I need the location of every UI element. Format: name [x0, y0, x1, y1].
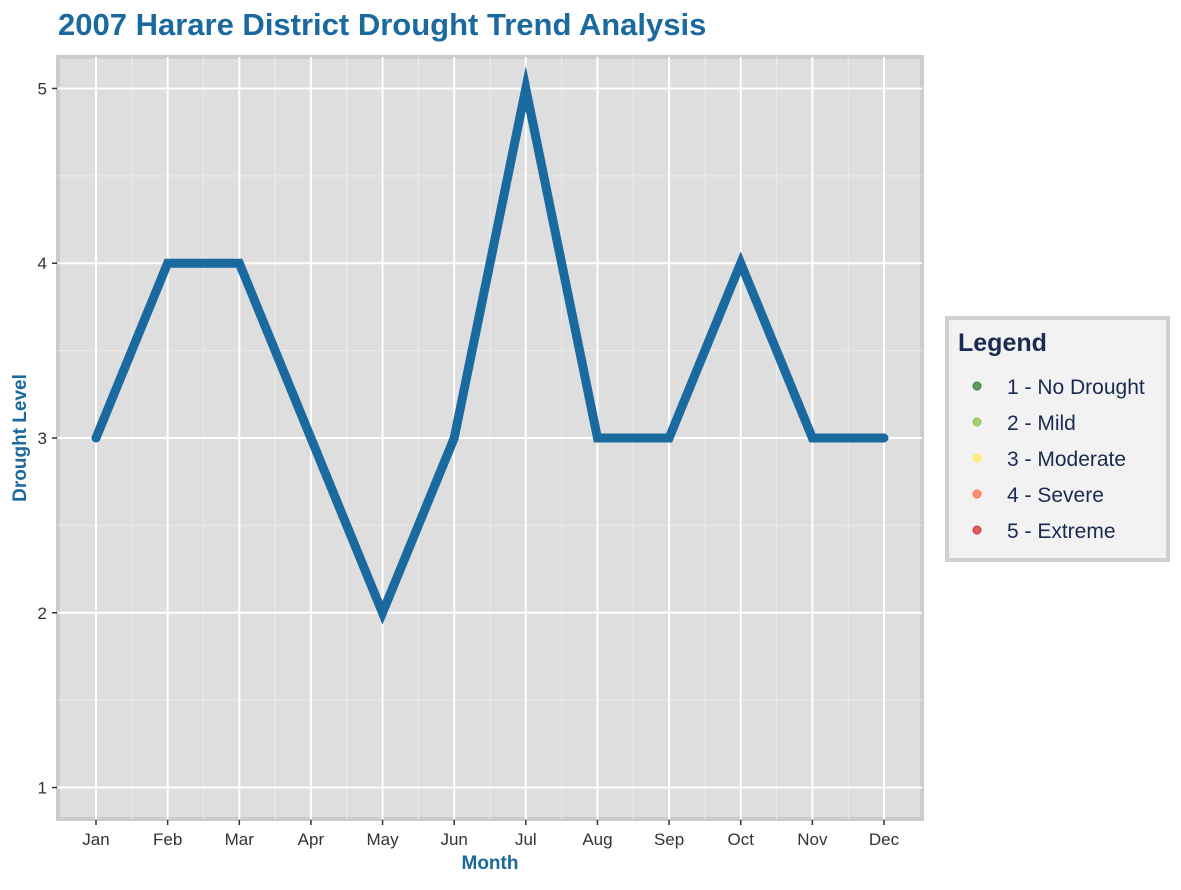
legend-swatch — [972, 489, 982, 499]
legend-box — [945, 316, 1170, 562]
y-tick-label: 5 — [38, 79, 47, 98]
legend-swatch — [972, 381, 982, 391]
legend: Legend 1 - No Drought 2 - Mild 3 - Moderat… — [945, 316, 1170, 562]
x-tick-label: Nov — [797, 830, 828, 849]
y-tick-label: 4 — [38, 254, 47, 273]
x-tick-label: Apr — [298, 830, 325, 849]
x-tick-label: Feb — [153, 830, 182, 849]
legend-label: 5 - Extreme — [1007, 520, 1116, 543]
legend-label: 1 - No Drought — [1007, 376, 1145, 399]
legend-label: 3 - Moderate — [1007, 448, 1126, 471]
series-layer — [91, 66, 889, 625]
legend-swatch — [972, 453, 982, 463]
x-axis-ticks: Jan Feb Mar Apr May Jun Jul Aug Sep Oct Nov Dec — [82, 820, 900, 849]
x-axis-label: Month — [462, 853, 519, 874]
y-tick-label: 3 — [38, 429, 47, 448]
y-axis-ticks: 1 2 3 4 5 — [38, 79, 57, 798]
legend-title: Legend — [958, 329, 1047, 357]
x-tick-label: May — [366, 830, 399, 849]
y-tick-label: 1 — [38, 779, 47, 798]
x-tick-label: Dec — [869, 830, 900, 849]
x-tick-label: Aug — [582, 830, 612, 849]
x-tick-label: Oct — [728, 830, 755, 849]
y-tick-label: 2 — [38, 604, 47, 623]
legend-label: 4 - Severe — [1007, 484, 1104, 507]
legend-label: 2 - Mild — [1007, 412, 1076, 435]
x-tick-label: Jul — [515, 830, 537, 849]
legend-swatch — [972, 417, 982, 427]
legend-swatch — [972, 525, 982, 535]
x-tick-label: Jun — [440, 830, 467, 849]
x-tick-label: Jan — [82, 830, 109, 849]
legend-items: 1 - No Drought 2 - Mild 3 - Moderate 4 - Se… — [972, 376, 1145, 543]
chart-title: 2007 Harare District Drought Trend Analy… — [58, 7, 706, 42]
y-axis-label: Drought Level — [10, 374, 31, 502]
series-line — [91, 66, 889, 625]
x-tick-label: Sep — [654, 830, 684, 849]
x-tick-label: Mar — [225, 830, 255, 849]
